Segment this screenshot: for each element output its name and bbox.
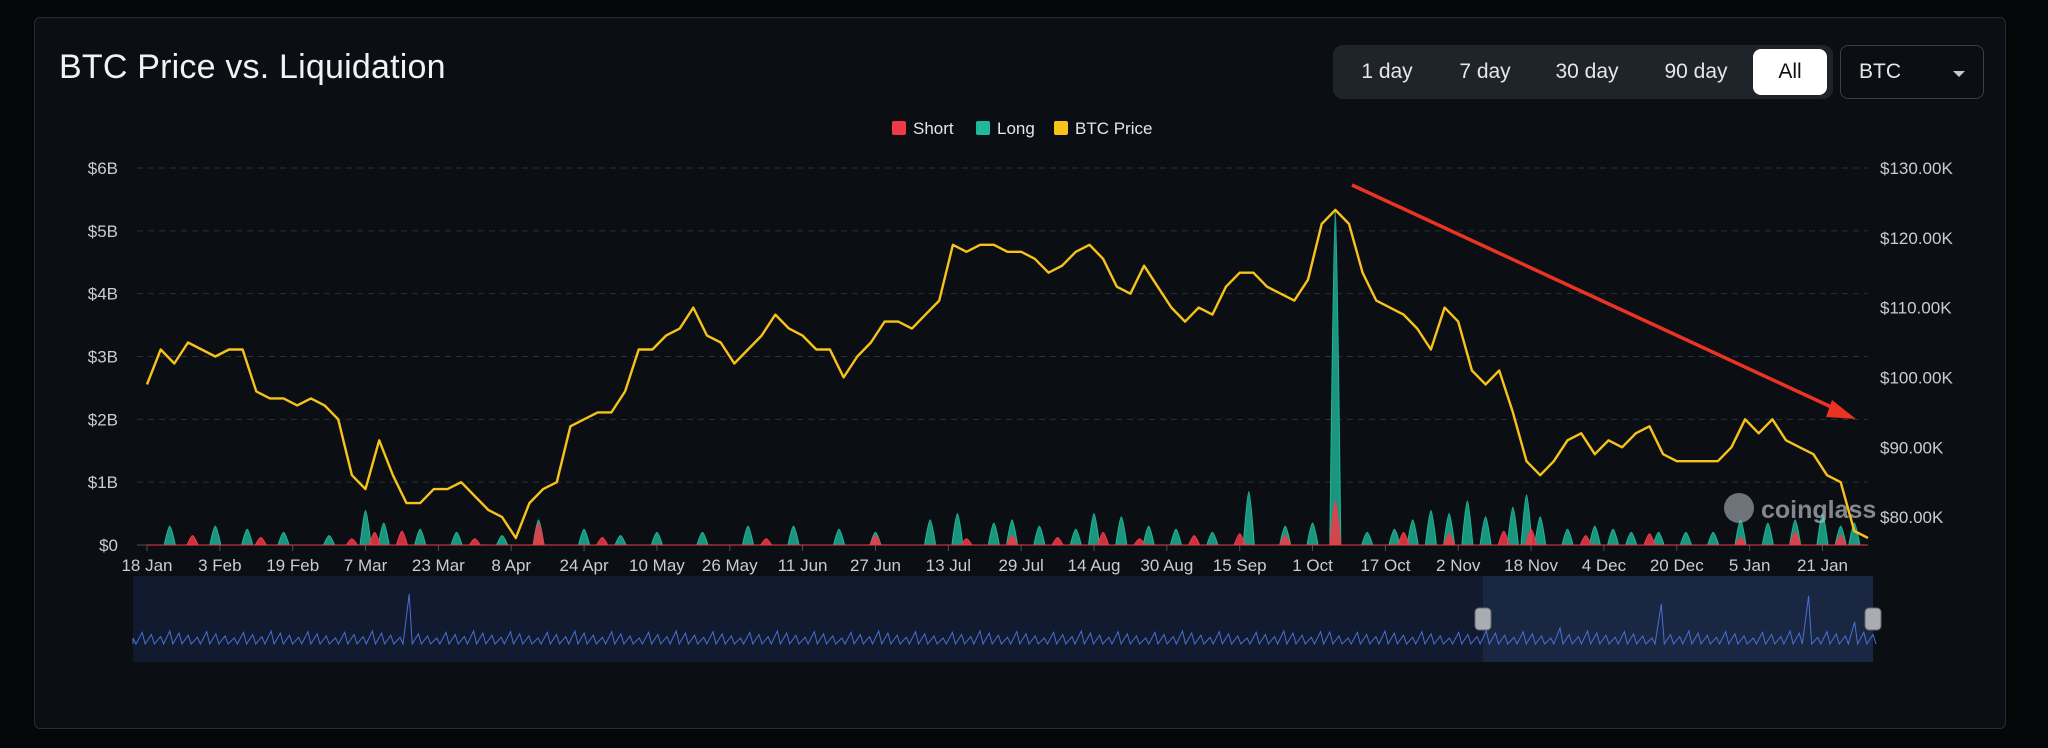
y-right-tick-label: $130.00K: [1880, 159, 1953, 178]
short-liquidation-series: [147, 500, 1868, 546]
coinglass-logo-icon: [1724, 493, 1754, 523]
x-tick-label: 27 Jun: [850, 556, 901, 575]
x-tick-label: 24 Apr: [560, 556, 609, 575]
time-range-selector: 1 day 7 day 30 day 90 day All: [1333, 45, 1833, 99]
x-tick-label: 18 Jan: [121, 556, 172, 575]
x-tick-label: 13 Jul: [926, 556, 971, 575]
range-all-button[interactable]: All: [1753, 49, 1827, 95]
legend-swatch-2: [1054, 121, 1068, 135]
trend-arrow-head: [1826, 400, 1856, 419]
x-tick-label: 8 Apr: [491, 556, 531, 575]
y-right-tick-label: $90.00K: [1880, 438, 1944, 457]
y-right-tick-label: $100.00K: [1880, 368, 1953, 387]
x-tick-label: 29 Jul: [998, 556, 1043, 575]
legend-swatch-1: [976, 121, 990, 135]
legend-swatch-0: [892, 121, 906, 135]
range-30-day-button[interactable]: 30 day: [1555, 60, 1619, 83]
y-right-tick-label: $80.00K: [1880, 508, 1944, 527]
chevron-down-icon: [1953, 71, 1965, 77]
x-tick-label: 19 Feb: [266, 556, 319, 575]
x-tick-label: 2 Nov: [1436, 556, 1481, 575]
y-left-tick-label: $3B: [88, 348, 118, 367]
range-90-day-button[interactable]: 90 day: [1664, 60, 1728, 83]
x-tick-label: 14 Aug: [1068, 556, 1121, 575]
x-tick-label: 15 Sep: [1213, 556, 1267, 575]
long-liquidation-series: [147, 208, 1868, 546]
x-tick-label: 5 Jan: [1729, 556, 1771, 575]
y-right-tick-label: $110.00K: [1880, 299, 1952, 318]
x-tick-label: 3 Feb: [198, 556, 241, 575]
x-tick-label: 7 Mar: [344, 556, 388, 575]
y-left-tick-label: $1B: [88, 473, 118, 492]
legend-label-2: BTC Price: [1075, 119, 1152, 138]
y-left-tick-label: $0: [99, 536, 118, 555]
navigator-left-handle[interactable]: [1474, 607, 1492, 631]
btc-price-series: [145, 208, 1869, 540]
y-left-tick-label: $5B: [88, 222, 118, 241]
x-tick-label: 18 Nov: [1504, 556, 1558, 575]
chart-title: BTC Price vs. Liquidation: [59, 48, 446, 86]
navigator-selection: [1483, 576, 1873, 662]
navigator-right-handle[interactable]: [1864, 607, 1882, 631]
watermark-text: coinglass: [1761, 496, 1876, 524]
legend-label-1: Long: [997, 119, 1035, 138]
legend-label-0: Short: [913, 119, 954, 138]
range-1-day-button[interactable]: 1 day: [1361, 60, 1413, 83]
asset-select[interactable]: BTC: [1840, 45, 1984, 99]
trend-arrow-line: [1351, 183, 1841, 413]
x-tick-label: 17 Oct: [1360, 556, 1410, 575]
y-left-tick-label: $4B: [88, 285, 118, 304]
x-tick-label: 1 Oct: [1292, 556, 1333, 575]
coinglass-watermark: coinglass: [1724, 493, 1876, 524]
x-tick-label: 20 Dec: [1650, 556, 1704, 575]
range-7-day-button[interactable]: 7 day: [1459, 60, 1511, 83]
x-tick-label: 10 May: [629, 556, 685, 575]
y-left-tick-label: $2B: [88, 410, 118, 429]
y-left-tick-label: $6B: [88, 159, 118, 178]
x-tick-label: 26 May: [702, 556, 758, 575]
x-tick-label: 23 Mar: [412, 556, 465, 575]
asset-select-value: BTC: [1859, 60, 1901, 83]
x-tick-label: 21 Jan: [1797, 556, 1848, 575]
x-tick-label: 30 Aug: [1140, 556, 1193, 575]
y-right-tick-label: $120.00K: [1880, 229, 1953, 248]
navigator-series: [132, 593, 1877, 646]
x-tick-label: 11 Jun: [778, 556, 828, 575]
x-tick-label: 4 Dec: [1582, 556, 1627, 575]
